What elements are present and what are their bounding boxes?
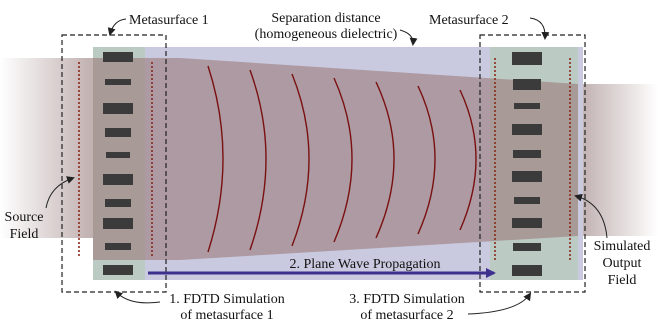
- pillar: [103, 52, 133, 62]
- fdtd1-pointer: [114, 290, 161, 304]
- fdtd3-label-line1: 3. FDTD Simulation: [349, 292, 465, 307]
- wavefront: [207, 65, 224, 253]
- pillar: [512, 218, 542, 228]
- wavefront: [417, 85, 436, 235]
- pillar: [513, 150, 541, 158]
- fdtd3-pointer: [467, 292, 532, 315]
- pillar: [105, 199, 131, 207]
- metasurface-2-pillars: [512, 52, 542, 276]
- metasurface-2-pointer: [529, 17, 550, 40]
- propagating-beam: [93, 58, 578, 260]
- pillar: [105, 128, 131, 137]
- wavefronts: [207, 65, 477, 253]
- wavefront: [333, 77, 353, 243]
- metasurface-1-label: Metasurface 1: [129, 13, 209, 28]
- pointer-arrows: [45, 17, 608, 315]
- pillar: [103, 265, 133, 275]
- pillar: [103, 174, 133, 185]
- output-label-line3: Field: [608, 273, 637, 288]
- pillar: [106, 152, 130, 158]
- metasurface-1-pillars: [103, 52, 133, 275]
- metasurface-1-pointer: [107, 18, 127, 36]
- pillar: [103, 218, 133, 229]
- wavefront: [459, 89, 477, 231]
- pillar: [105, 243, 131, 250]
- output-label-line1: Simulated: [594, 239, 651, 254]
- wavefront: [249, 69, 267, 251]
- separation-label-line1: Separation distance: [271, 11, 380, 26]
- outgoing-beam: [578, 84, 658, 236]
- output-field-pointer: [574, 193, 608, 239]
- pillar: [512, 171, 542, 182]
- separation-pointer: [399, 29, 418, 46]
- pillar: [514, 197, 540, 204]
- output-label-line2: Output: [603, 256, 642, 271]
- wavefront: [375, 81, 395, 239]
- pillar: [513, 79, 541, 90]
- propagation-label: 2. Plane Wave Propagation: [289, 257, 440, 272]
- metasurface-2-fdtd-box: [479, 34, 586, 293]
- pillar: [514, 103, 540, 109]
- source-label-line2: Field: [10, 227, 39, 242]
- field-lines: [78, 58, 571, 260]
- fdtd1-label-line1: 1. FDTD Simulation: [169, 292, 285, 307]
- pillar: [512, 265, 542, 276]
- pillar: [105, 79, 131, 85]
- pillar: [512, 124, 542, 135]
- fdtd3-label-line2: of metasurface 2: [360, 308, 453, 323]
- wavefront: [291, 73, 310, 247]
- pillar: [103, 103, 133, 114]
- metasurface-2-label: Metasurface 2: [429, 13, 509, 28]
- source-label-line1: Source: [5, 210, 44, 225]
- source-field-pointer: [45, 176, 75, 209]
- pillar: [513, 243, 541, 251]
- pillar: [512, 52, 542, 65]
- separation-label-line2: (homogeneous dielectric): [255, 27, 398, 42]
- fdtd1-label-line2: of metasurface 1: [180, 308, 273, 323]
